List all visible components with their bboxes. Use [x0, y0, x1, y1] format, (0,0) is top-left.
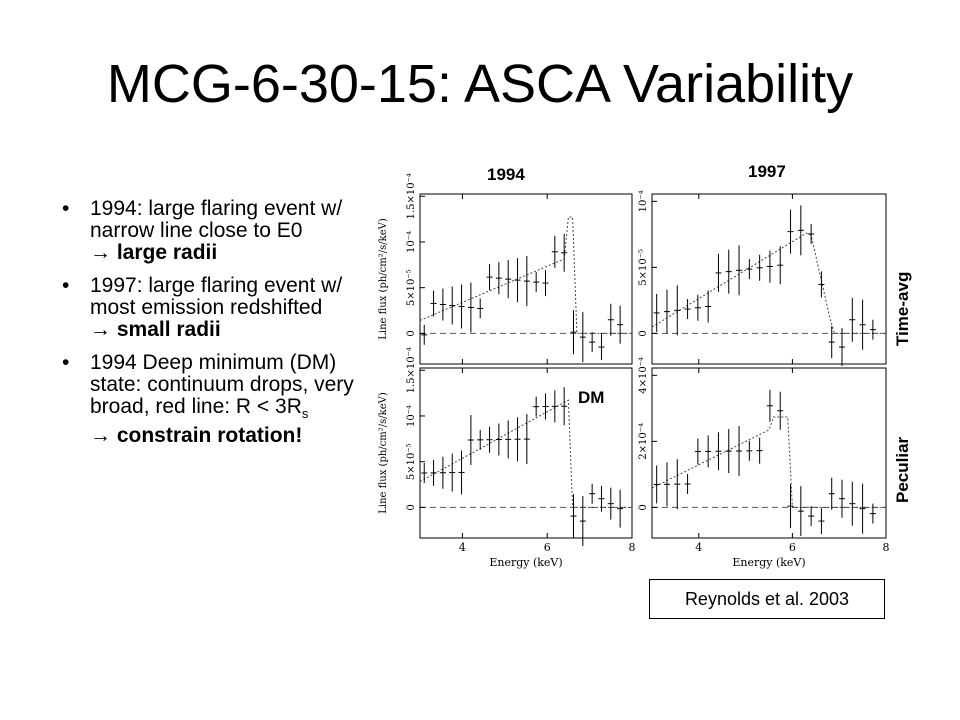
figure-panels: 0 5×10⁻⁵ 10⁻⁴ 1.5×10⁻⁴ 0 5×10⁻⁵ 10⁻⁴ 4 6 8 0 5×10⁻⁵… [378, 173, 890, 569]
y-tick-label: 1.5×10⁻⁴ [406, 347, 417, 393]
bullet-marker: • [62, 197, 70, 220]
y-axis-label-top: Line flux (ph/cm²/s/keV) [378, 218, 389, 340]
slide-title: MCG-6-30-15: ASCA Variability [106, 54, 854, 114]
y-axis-label-bottom: Line flux (ph/cm²/s/keV) [378, 392, 389, 514]
panel-frame [651, 367, 887, 539]
column-label-1994: 1994 [487, 165, 525, 184]
y-tick-label: 10⁻⁴ [638, 190, 649, 212]
x-axis-label-left: Energy (keV) [489, 556, 562, 569]
y-tick-label: 2×10⁻⁴ [638, 423, 649, 460]
column-label-1997: 1997 [748, 162, 786, 181]
panel-frame [419, 367, 633, 539]
bullet-conclusion: → constrain rotation! [90, 424, 303, 448]
bullet-text: 1994 Deep minimum (DM) state: continuum … [90, 351, 354, 418]
bullet-marker: • [62, 274, 70, 297]
arrow-icon: → [90, 318, 111, 341]
x-tick-label: 6 [544, 541, 551, 554]
y-tick-label: 4×10⁻⁴ [638, 357, 649, 394]
y-tick-label: 5×10⁻⁵ [406, 443, 417, 480]
y-tick-label: 0 [638, 330, 649, 336]
bullet-text: 1997: large flaring event w/ most emissi… [90, 274, 343, 319]
model-curve [651, 232, 886, 334]
bullet-text: 1994: large flaring event w/ narrow line… [90, 197, 343, 242]
x-tick-label: 6 [789, 541, 796, 554]
bullet-conclusion: → small radii [90, 318, 221, 341]
bullet-1997-flare: • 1997: large flaring event w/ most emis… [62, 275, 382, 341]
reference-box: Reynolds et al. 2003 [649, 579, 885, 619]
panel-frame [651, 193, 887, 365]
bullet-deep-minimum: • 1994 Deep minimum (DM) state: continuu… [62, 352, 382, 447]
bullet-marker: • [62, 351, 70, 374]
bullet-conclusion: → large radii [90, 241, 218, 264]
y-tick-label: 10⁻⁴ [406, 405, 417, 427]
arrow-icon: → [90, 241, 111, 264]
model-curve [419, 399, 632, 508]
y-tick-label: 5×10⁻⁵ [406, 269, 417, 306]
x-axis-label-right: Energy (keV) [732, 556, 805, 569]
bullet-list: • 1994: large flaring event w/ narrow li… [62, 198, 382, 458]
y-tick-label: 1.5×10⁻⁴ [406, 173, 417, 219]
arrow-icon: → [90, 424, 111, 448]
y-tick-label: 0 [638, 504, 649, 510]
bullet-1994-flare: • 1994: large flaring event w/ narrow li… [62, 198, 382, 264]
x-tick-label: 8 [629, 541, 636, 554]
x-tick-label: 4 [459, 541, 466, 554]
dm-label: DM [578, 388, 605, 407]
x-tick-label: 8 [883, 541, 890, 554]
x-tick-label: 4 [695, 541, 702, 554]
y-tick-label: 0 [406, 504, 417, 510]
y-tick-label: 0 [406, 330, 417, 336]
y-tick-label: 10⁻⁴ [406, 231, 417, 253]
bullet-subscript: s [301, 406, 309, 422]
y-tick-label: 5×10⁻⁵ [638, 249, 649, 286]
panel-frame [419, 193, 633, 365]
